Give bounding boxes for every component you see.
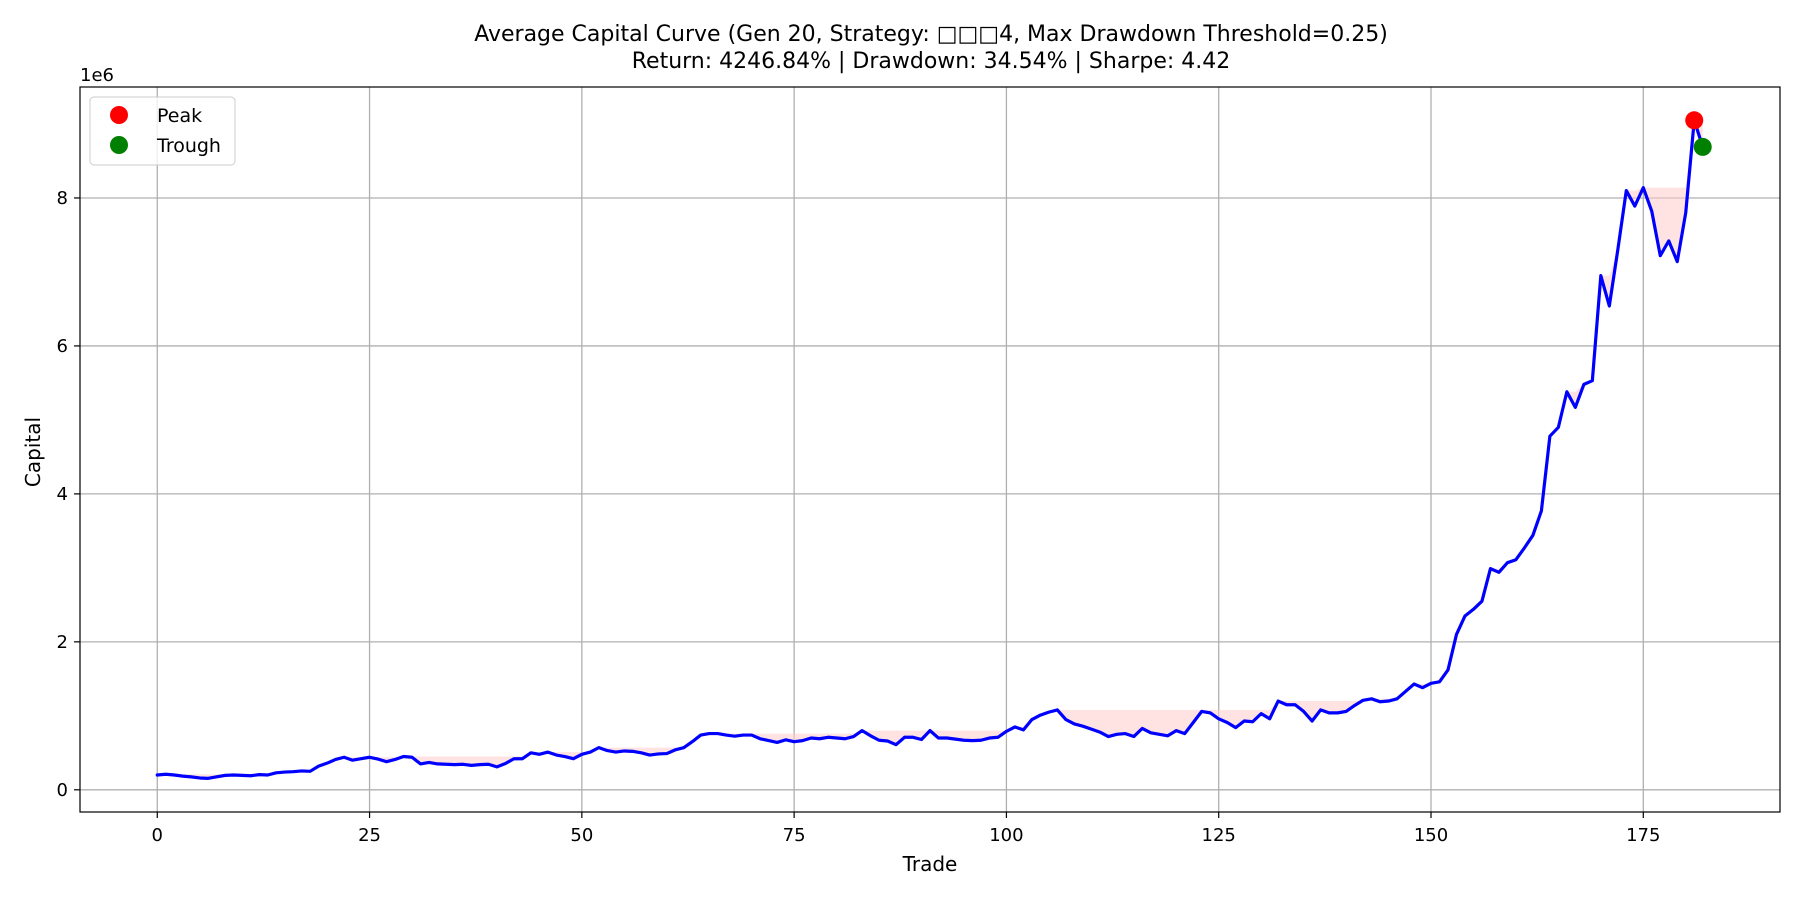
marker-layer <box>1685 111 1712 156</box>
x-tick-label: 75 <box>783 825 806 846</box>
y-tick-label: 2 <box>57 632 68 653</box>
legend-peak-marker <box>110 106 128 124</box>
grid-lines <box>80 87 1780 812</box>
chart-subtitle: Return: 4246.84% | Drawdown: 34.54% | Sh… <box>632 49 1231 74</box>
y-tick-label: 6 <box>57 336 68 357</box>
y-tick-label: 0 <box>57 780 68 801</box>
legend-trough-marker <box>110 136 128 154</box>
chart-title: Average Capital Curve (Gen 20, Strategy:… <box>474 22 1388 47</box>
capital-line <box>155 118 1705 780</box>
legend-trough-label: Trough <box>156 135 221 157</box>
x-tick-label: 150 <box>1414 825 1448 846</box>
y-tick-label: 4 <box>57 484 68 505</box>
y-axis-offset-text: 1e6 <box>80 65 114 86</box>
y-axis-ticks: 0 2 4 6 8 <box>57 188 80 801</box>
x-tick-label: 175 <box>1626 825 1660 846</box>
y-tick-label: 8 <box>57 188 68 209</box>
x-tick-label: 100 <box>989 825 1023 846</box>
trough-marker <box>1693 137 1712 156</box>
peak-marker <box>1685 111 1704 130</box>
x-tick-label: 125 <box>1202 825 1236 846</box>
x-tick-label: 50 <box>570 825 593 846</box>
x-axis-ticks: 0 25 50 75 100 125 150 175 <box>152 812 1660 846</box>
x-axis-label: Trade <box>902 852 958 876</box>
legend-peak-label: Peak <box>157 105 202 127</box>
series-line-layer <box>155 118 1705 780</box>
x-tick-label: 25 <box>358 825 381 846</box>
legend: Peak Trough <box>89 96 236 166</box>
plot-frame <box>79 86 1781 813</box>
x-tick-label: 0 <box>152 825 163 846</box>
y-axis-label: Capital <box>21 417 45 487</box>
